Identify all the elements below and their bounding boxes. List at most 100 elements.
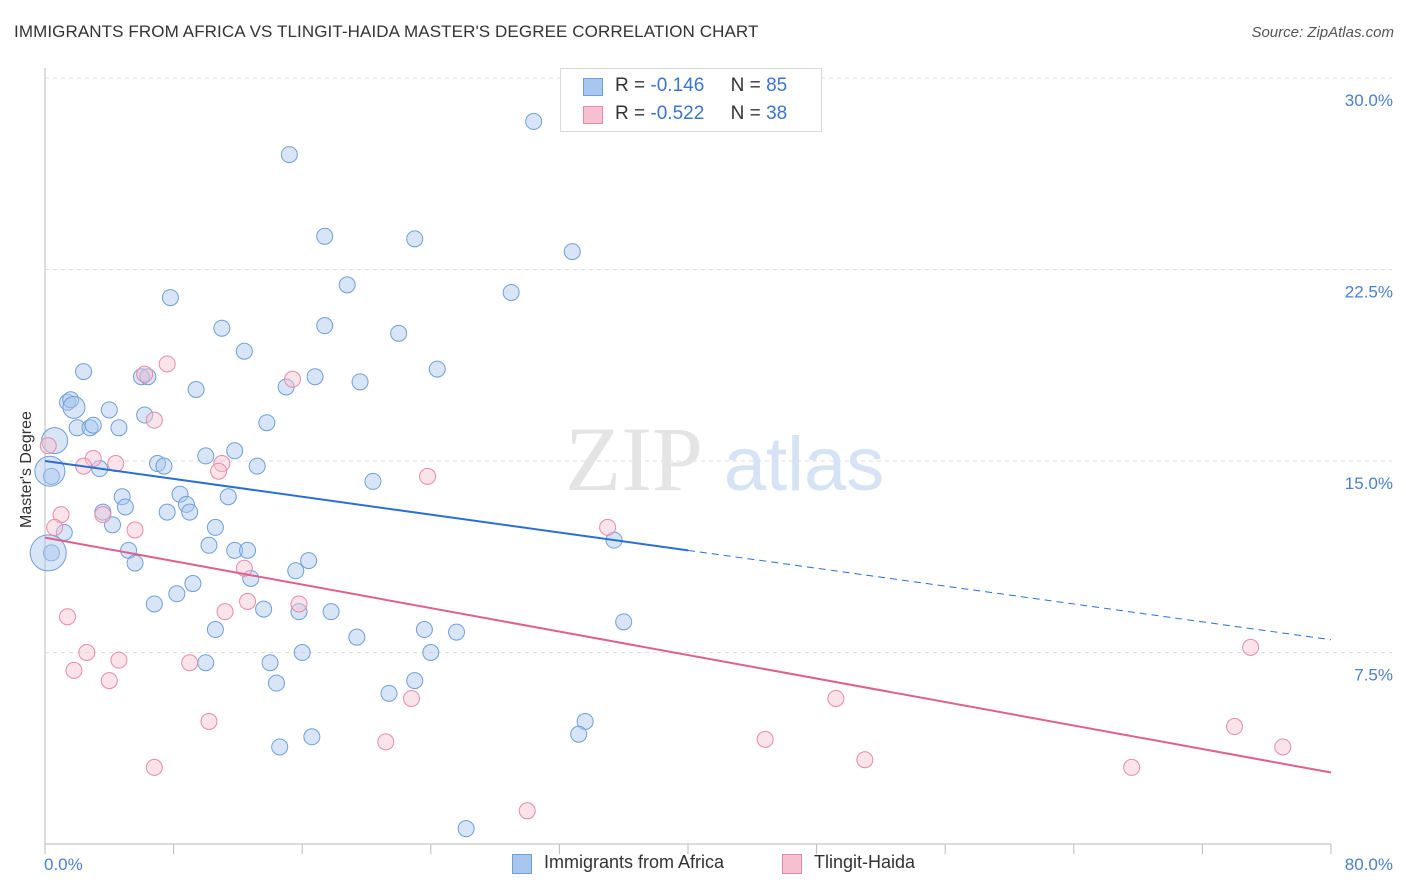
data-point-africa — [406, 672, 424, 690]
data-point-tlingit — [200, 712, 218, 730]
series-legend: Immigrants from Africa Tlingit-Haida — [0, 852, 1406, 878]
watermark: ZIP atlas — [565, 408, 884, 510]
data-point-africa — [293, 644, 311, 661]
data-point-africa — [113, 488, 131, 506]
data-point-africa — [187, 381, 205, 399]
data-point-africa — [197, 654, 215, 672]
legend-n-africa: 85 — [766, 75, 788, 96]
data-point-tlingit — [1226, 718, 1244, 736]
legend-r-africa: -0.146 — [650, 75, 705, 96]
data-point-africa — [116, 498, 134, 516]
legend-swatch-tlingit — [583, 106, 603, 124]
data-point-africa — [415, 621, 433, 639]
trend-line-africa — [44, 460, 689, 552]
data-point-africa — [364, 472, 382, 490]
data-point-africa — [258, 414, 276, 432]
data-point-tlingit — [65, 661, 83, 679]
data-point-tlingit — [145, 411, 163, 429]
axes — [44, 68, 1332, 854]
data-point-africa — [62, 391, 80, 409]
data-point-africa — [161, 289, 179, 307]
data-point-africa — [168, 585, 186, 603]
data-point-africa — [422, 644, 440, 661]
data-point-africa — [132, 368, 150, 386]
watermark-zip: ZIP — [565, 408, 703, 510]
legend-bottom-swatch-africa — [512, 854, 532, 874]
data-point-africa — [158, 503, 176, 521]
data-point-africa — [525, 112, 543, 130]
data-point-africa — [380, 684, 398, 702]
data-point-africa — [615, 613, 633, 631]
data-point-africa — [406, 230, 424, 248]
data-point-africa — [59, 393, 77, 411]
data-point-tlingit — [518, 802, 536, 820]
data-point-tlingit — [94, 506, 112, 524]
data-point-africa — [184, 575, 202, 593]
data-point-africa — [100, 401, 118, 419]
legend-text-tlingit: R = -0.522 N = 38 — [615, 103, 788, 124]
data-point-africa — [348, 628, 366, 646]
data-point-tlingit — [599, 518, 617, 536]
data-point-tlingit — [46, 518, 64, 536]
data-point-africa — [206, 518, 224, 536]
data-point-africa — [502, 283, 520, 301]
trend-lines — [44, 460, 1332, 774]
data-point-africa — [145, 595, 163, 613]
data-point-africa — [200, 536, 218, 554]
data-point-tlingit — [110, 651, 128, 669]
data-point-tlingit — [210, 462, 228, 480]
data-point-africa — [239, 541, 257, 559]
data-point-tlingit — [1123, 758, 1141, 776]
data-point-africa — [351, 373, 369, 391]
data-point-africa — [110, 419, 128, 437]
data-point-africa — [390, 324, 408, 342]
data-point-tlingit — [126, 521, 144, 539]
data-point-africa — [448, 623, 466, 641]
data-point-tlingit — [1274, 738, 1292, 756]
data-point-africa — [62, 395, 86, 419]
trend-line-africa-dashed — [687, 549, 1332, 641]
data-point-africa — [84, 416, 102, 434]
data-point-africa — [126, 554, 144, 572]
data-point-tlingit — [377, 733, 395, 751]
data-point-tlingit — [216, 603, 234, 621]
data-point-tlingit — [145, 758, 163, 776]
data-point-africa — [235, 342, 253, 360]
data-point-africa — [271, 738, 289, 756]
data-point-africa — [322, 603, 340, 621]
data-point-africa — [563, 243, 581, 261]
data-point-africa — [171, 485, 189, 503]
data-point-africa — [139, 368, 157, 386]
series-immigrants-from-africa — [29, 112, 633, 838]
legend-bottom-label-africa: Immigrants from Africa — [544, 852, 725, 872]
data-point-africa — [306, 368, 324, 386]
y-tick-label: 30.0% — [1345, 91, 1393, 110]
data-point-tlingit — [239, 592, 257, 610]
data-point-africa — [226, 442, 244, 460]
legend-text-africa: R = -0.146 N = 85 — [615, 75, 788, 96]
data-point-tlingit — [59, 608, 77, 626]
x-tick-label-max: 80.0% — [1345, 855, 1393, 874]
y-tick-label: 22.5% — [1345, 283, 1393, 302]
data-point-africa — [213, 319, 231, 337]
data-point-tlingit — [235, 559, 253, 577]
data-point-tlingit — [158, 355, 176, 373]
data-point-africa — [181, 503, 199, 521]
data-point-tlingit — [78, 644, 96, 661]
data-point-africa — [303, 728, 321, 746]
data-point-tlingit — [100, 672, 118, 690]
y-tick-label: 7.5% — [1354, 666, 1393, 685]
y-tick-label: 15.0% — [1345, 474, 1393, 493]
data-point-africa — [248, 457, 266, 475]
data-point-africa — [287, 562, 305, 580]
data-point-tlingit — [403, 689, 421, 707]
watermark-atlas: atlas — [724, 422, 885, 507]
tick-labels: 7.5% 15.0% 22.5% 30.0% 0.0% 80.0% — [44, 91, 1393, 874]
data-point-tlingit — [290, 595, 308, 613]
data-point-tlingit — [419, 467, 437, 485]
data-point-africa — [267, 674, 285, 692]
data-point-africa — [428, 360, 446, 378]
data-point-africa — [75, 363, 93, 381]
data-point-tlingit — [181, 654, 199, 672]
